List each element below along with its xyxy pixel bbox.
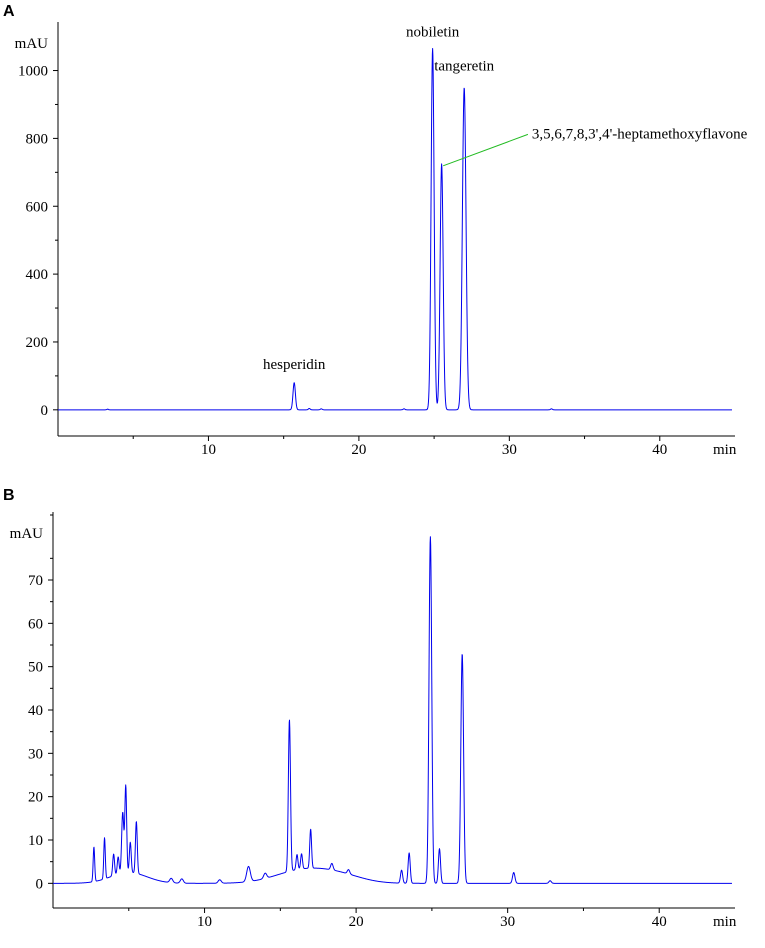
x-tick-label: 40 [652,442,667,458]
y-tick-label: 800 [26,131,49,147]
panel-a-letter: A [3,3,15,20]
y-tick-label: 30 [28,746,43,762]
chart-panel-b: 0 10 20 30 40 50 60 70 mAU 10 20 30 40 min [10,512,737,930]
y-axis-unit-label: mAU [15,36,49,52]
x-tick-label: 40 [652,914,667,930]
y-tick-label: 20 [28,790,43,806]
y-tick-label: 0 [41,403,49,419]
chromatogram-trace [57,48,733,411]
y-axis-unit-label: mAU [10,526,44,542]
x-tick-label: 20 [351,442,366,458]
peak-label-3-5-6-7-8-3-4-heptamethoxyflavone: 3,5,6,7,8,3',4'-heptamethoxyflavone [532,126,748,142]
x-axis-unit-label: min [713,442,737,458]
y-tick-label: 60 [28,616,43,632]
x-tick-label: 30 [502,442,517,458]
peak-label-nobiletin: nobiletin [406,25,460,41]
panel-b-letter: B [3,487,15,504]
chart-panel-a: 0 200 400 600 800 1000 mAU 10 20 30 40 min hesperidi… [15,22,748,458]
peak-label-hesperidin: hesperidin [263,357,326,373]
y-tick-label: 50 [28,660,43,676]
x-tick-label: 10 [201,442,216,458]
x-tick-label: 20 [349,914,364,930]
y-tick-label: 200 [26,335,49,351]
y-tick-label: 400 [26,267,49,283]
y-tick-label: 1000 [18,64,48,80]
y-tick-label: 0 [36,876,44,892]
peak-label-tangeretin: tangeretin [434,59,494,75]
x-tick-label: 30 [500,914,515,930]
x-axis-unit-label: min [713,914,737,930]
y-tick-label: 40 [28,703,43,719]
x-tick-label: 10 [197,914,212,930]
y-tick-label: 600 [26,199,49,215]
chromatogram-trace [52,536,733,884]
y-tick-label: 10 [28,833,43,849]
annotation-leader-line [442,133,529,167]
y-tick-label: 70 [28,573,43,589]
